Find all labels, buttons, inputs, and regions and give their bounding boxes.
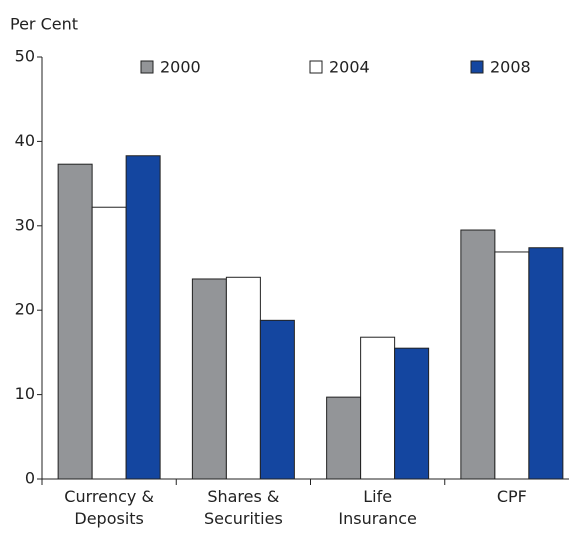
y-tick-label: 30 [15,215,35,234]
bar [125,155,161,480]
legend-swatch [470,60,484,74]
bar [394,347,430,480]
y-tick-label: 10 [15,384,35,403]
x-tick-label-line: CPF [497,487,527,506]
legend-label: 2008 [490,58,531,77]
legend-label: 2004 [329,58,370,77]
legend-swatch [140,60,154,74]
y-axis-label: Per Cent [10,15,78,34]
x-tick-label: Currency & Deposits [64,487,154,528]
y-tick-label: 20 [15,300,35,319]
bar [528,247,564,480]
bar [259,319,295,480]
y-tick-label: 40 [15,131,35,150]
x-tick-label-line: Insurance [338,509,417,528]
x-tick-label: Life Insurance [338,487,417,528]
x-tick-label-line: Shares & [207,487,279,506]
y-tick-label: 50 [15,47,35,66]
bar [57,163,93,480]
bar [191,278,227,480]
x-tick-label-line: Currency & [64,487,154,506]
bar [460,229,496,480]
bar [326,396,362,480]
x-tick-label-line: Securities [204,509,283,528]
legend-label: 2000 [160,58,201,77]
y-tick-label: 0 [25,469,35,488]
bar [225,276,261,480]
bar [360,336,396,480]
x-tick-label: CPF [497,487,527,506]
bar [91,206,127,480]
x-tick-label-line: Deposits [74,509,144,528]
legend-swatch [309,60,323,74]
x-tick-label-line: Life [363,487,392,506]
x-tick-label: Shares & Securities [204,487,283,528]
bar [494,251,530,480]
